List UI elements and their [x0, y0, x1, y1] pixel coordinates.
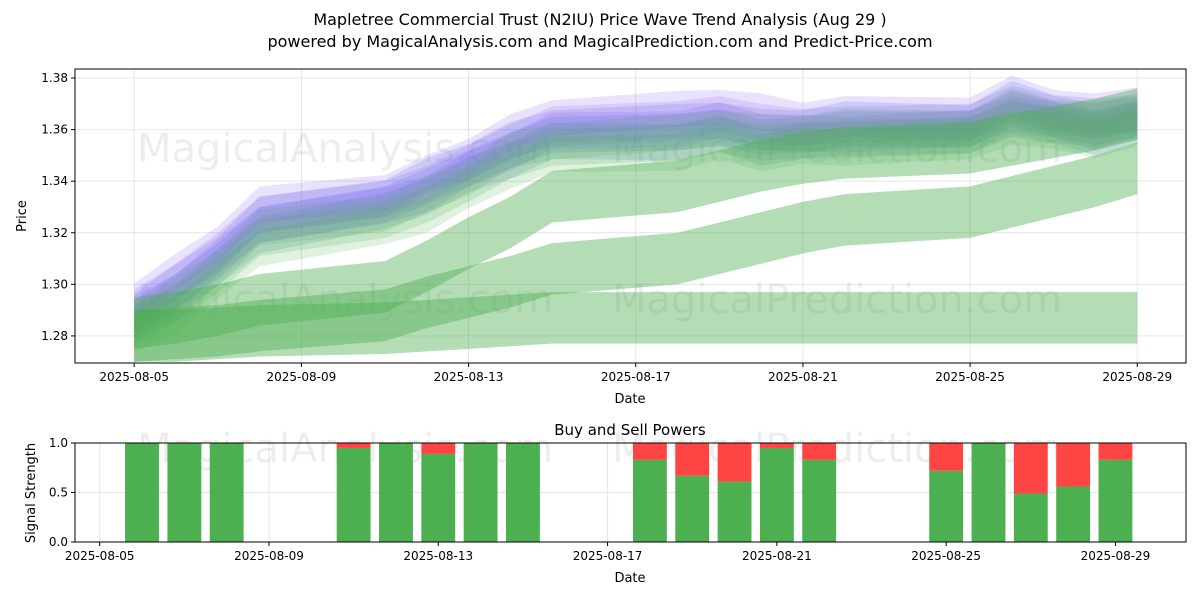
price-y-tick-label: 1.36	[41, 123, 68, 137]
signal-bars	[125, 443, 1133, 542]
buy-bar	[759, 447, 794, 542]
trend-band-0	[134, 101, 1138, 343]
trend-band-2	[134, 88, 1138, 341]
buy-bar	[929, 470, 964, 542]
buy-bar	[1098, 459, 1133, 542]
price-y-tick-label: 1.32	[41, 226, 68, 240]
sell-bar	[336, 443, 371, 448]
signal-x-tick-label: 2025-08-17	[573, 549, 643, 563]
price-y-tick-label: 1.38	[41, 71, 68, 85]
sell-bar	[929, 443, 964, 471]
price-x-tick-label: 2025-08-29	[1102, 370, 1172, 384]
buy-bar	[675, 475, 710, 542]
price-x-tick-label: 2025-08-25	[935, 370, 1005, 384]
buy-bar	[379, 443, 413, 542]
signal-x-tick-label: 2025-08-25	[911, 549, 981, 563]
chart-title: Mapletree Commercial Trust (N2IU) Price …	[313, 10, 887, 29]
sell-bar	[1013, 443, 1048, 494]
sell-bar	[802, 443, 837, 460]
sell-bar	[1098, 443, 1133, 460]
watermark-text: MagicalAnalysis.com	[137, 126, 553, 172]
signal-y-tick-label: 0.5	[49, 486, 68, 500]
sell-bar	[759, 443, 794, 448]
sell-bar	[1056, 443, 1091, 487]
buy-bar	[802, 459, 837, 542]
price-x-axis-label: Date	[614, 392, 645, 407]
signal-x-tick-label: 2025-08-05	[65, 549, 135, 563]
signal-x-tick-label: 2025-08-21	[742, 549, 812, 563]
buy-bar	[209, 443, 244, 542]
signal-y-tick-label: 0.0	[49, 535, 68, 549]
buy-bar	[971, 443, 1006, 542]
watermark-text: MagicalAnalysis.com	[137, 277, 553, 323]
chart-subtitle: powered by MagicalAnalysis.com and Magic…	[267, 32, 933, 51]
sell-bar	[717, 443, 752, 482]
sell-bar	[675, 443, 710, 476]
price-x-tick-label: 2025-08-09	[267, 370, 337, 384]
buy-bar	[632, 459, 667, 542]
price-y-axis-label: Price	[15, 200, 30, 232]
signal-x-tick-label: 2025-08-09	[234, 549, 304, 563]
trend-band-1	[134, 75, 1138, 320]
buy-bar	[1013, 493, 1048, 542]
signal-x-tick-label: 2025-08-13	[403, 549, 473, 563]
trend-band-0	[134, 90, 1138, 336]
trend-band-0	[134, 80, 1138, 330]
trend-band-2	[134, 108, 1138, 353]
signal-y-tick-label: 1.0	[49, 436, 68, 450]
watermark-text: MagicalPrediction.com	[612, 277, 1062, 323]
buy-bar	[717, 481, 752, 542]
buy-bar	[167, 443, 202, 542]
trend-band-1	[134, 85, 1138, 326]
price-y-tick-label: 1.34	[41, 174, 68, 188]
buy-bar	[336, 447, 371, 542]
trend-band-5	[134, 292, 1138, 362]
trend-band-1	[134, 96, 1138, 332]
signal-chart-title: Buy and Sell Powers	[554, 421, 706, 439]
price-axes-frame	[74, 68, 1187, 364]
buy-bar	[463, 443, 498, 542]
buy-bar	[125, 443, 159, 542]
trend-bands	[134, 75, 1138, 362]
buy-bar	[1056, 486, 1091, 542]
price-grid	[75, 69, 1186, 363]
sell-bar	[632, 443, 667, 460]
price-x-tick-label: 2025-08-17	[601, 370, 671, 384]
price-x-tick-label: 2025-08-21	[768, 370, 838, 384]
trend-band-4	[134, 142, 1138, 362]
price-y-tick-label: 1.30	[41, 277, 68, 291]
price-x-tick-label: 2025-08-05	[99, 370, 169, 384]
watermark-text: MagicalPrediction.com	[612, 126, 1062, 172]
buy-bar	[505, 443, 540, 542]
price-y-tick-label: 1.28	[41, 329, 68, 343]
sell-bar	[421, 443, 456, 454]
trend-band-2	[134, 98, 1138, 347]
price-x-tick-label: 2025-08-13	[434, 370, 504, 384]
signal-x-axis-label: Date	[614, 571, 645, 586]
trend-band-3	[134, 88, 1138, 349]
signal-y-axis-label: Signal Strength	[24, 443, 39, 543]
signal-x-tick-label: 2025-08-29	[1081, 549, 1151, 563]
buy-bar	[421, 453, 456, 542]
